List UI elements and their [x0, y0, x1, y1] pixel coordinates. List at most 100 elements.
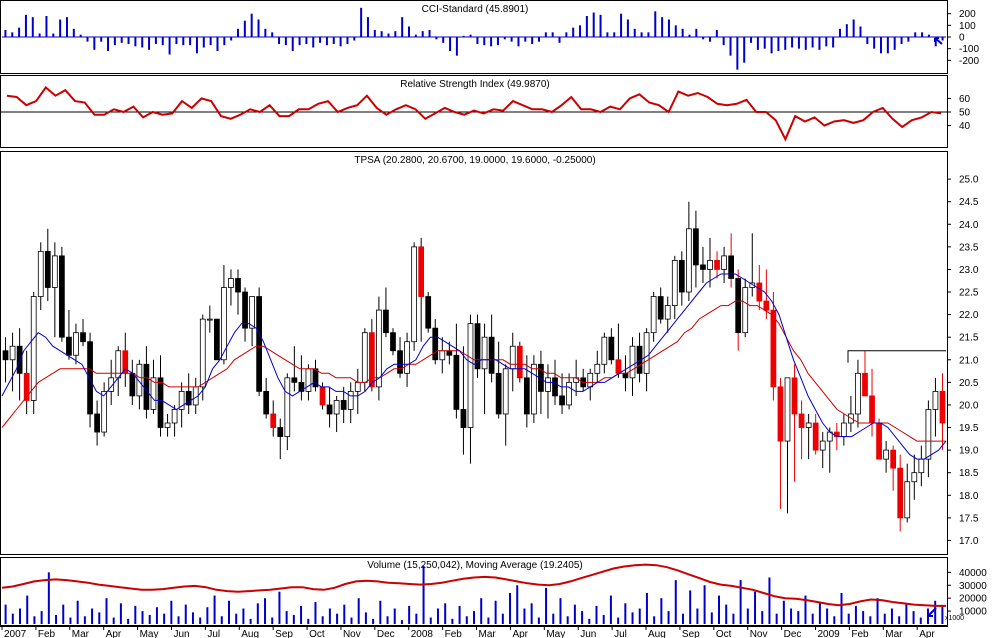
candle-body — [51, 255, 58, 288]
candle-body — [650, 296, 657, 334]
y-tick-label: 17.5 — [959, 513, 979, 524]
candle-body — [263, 390, 270, 415]
candle-body — [897, 467, 904, 519]
candle-body — [714, 260, 720, 270]
volume-axis: 40000 30000 20000 10000 — [948, 568, 987, 618]
x-tick-label: Apr — [512, 629, 528, 638]
candle-body — [735, 278, 742, 334]
y-tick-label: 18.5 — [959, 468, 979, 479]
price-title: TPSA (20.2800, 20.6700, 19.0000, 19.6000… — [354, 155, 595, 166]
candle-body — [883, 449, 889, 460]
candle-body — [495, 372, 502, 415]
candle-body — [312, 368, 319, 388]
volume-panel-frame — [0, 557, 948, 626]
x-tick-label: Feb — [445, 629, 463, 638]
candle-body — [460, 409, 467, 428]
moving-average-fast-line — [1, 273, 947, 460]
candle-body — [531, 363, 537, 415]
x-tick-label: Mar — [885, 629, 903, 638]
x-tick-label: Oct — [716, 629, 732, 638]
candle-body — [73, 332, 79, 356]
x-tick-label: Nov — [750, 629, 768, 638]
candle-body — [636, 345, 643, 374]
candle-body — [756, 282, 763, 302]
x-tick-label: Jul — [207, 629, 220, 638]
cci-panel-frame — [0, 0, 948, 74]
candle-body — [819, 440, 826, 451]
candle-body — [235, 278, 241, 293]
rsi-panel: Relative Strength Index (49.9870) 60 50 40 — [0, 75, 971, 148]
x-tick-label: May — [546, 629, 565, 638]
y-tick-label: 0 — [959, 33, 965, 44]
date-axis: 2007 Feb Mar Apr May Jun Jul Aug Sep Oct Nov Dec 200… — [0, 626, 948, 638]
x-tick-label: 2009 — [818, 629, 841, 638]
candle-body — [66, 336, 72, 356]
x-tick-label: Aug — [648, 629, 666, 638]
x-tick-label: Oct — [309, 629, 325, 638]
candle-body — [305, 368, 312, 392]
rsi-line — [1, 86, 947, 142]
candle-body — [340, 400, 347, 410]
candle-body — [404, 341, 410, 374]
candle-body — [552, 377, 558, 397]
rsi-series-line — [6, 86, 942, 142]
candle-body — [812, 422, 819, 451]
candle-body — [622, 372, 629, 379]
candle-body — [87, 341, 93, 415]
candle-body — [594, 363, 601, 374]
rsi-panel-frame — [0, 75, 948, 148]
candle-body — [890, 449, 897, 469]
y-tick-label: 25.0 — [959, 175, 979, 186]
x-tick-label: Mar — [479, 629, 497, 638]
candle-body — [770, 309, 777, 388]
candle-body — [354, 381, 361, 392]
y-tick-label: 40000 — [959, 568, 987, 579]
candle-body — [488, 336, 495, 374]
y-tick-label: 23.0 — [959, 265, 979, 276]
candle-body — [256, 296, 263, 392]
candle-body — [643, 332, 650, 374]
price-panel-frame — [0, 151, 948, 555]
x-tick-label: Feb — [38, 629, 56, 638]
y-tick-label: 60 — [959, 94, 971, 105]
rsi-axis: 60 50 40 — [948, 94, 971, 132]
candle-body — [178, 390, 185, 410]
candle-body — [347, 390, 354, 410]
candle-body — [368, 332, 375, 388]
candle-body — [523, 377, 530, 415]
candle-body — [509, 345, 516, 370]
candle-body — [213, 318, 220, 361]
candle-body — [932, 390, 939, 410]
y-tick-label: 21.0 — [959, 355, 979, 366]
candle-body — [777, 386, 784, 442]
candle-body — [467, 323, 474, 428]
x-tick-label: 2008 — [411, 629, 434, 638]
candle-body — [798, 413, 805, 428]
y-tick-label: 22.5 — [959, 288, 979, 299]
candle-body — [143, 363, 150, 410]
volume-arrow-icon — [927, 607, 937, 617]
candle-body — [439, 350, 446, 361]
y-tick-label: 20.5 — [959, 378, 979, 389]
candle-body — [728, 255, 734, 279]
candle-body — [291, 377, 298, 383]
candle-body — [319, 386, 326, 406]
candle-body — [44, 250, 51, 288]
x-tick-label: Nov — [343, 629, 361, 638]
y-tick-label: 30000 — [959, 581, 987, 592]
x-tick-label: Aug — [241, 629, 259, 638]
y-tick-label: 24.0 — [959, 220, 979, 231]
candle-body — [59, 255, 65, 338]
candle-body — [587, 372, 594, 388]
price-axis: 25.0 24.5 24.0 23.5 23.0 22.5 22.0 21.5 21.0 20.5… — [948, 175, 979, 547]
rsi-title: Relative Strength Index (49.9870) — [400, 79, 550, 90]
candle-body — [918, 458, 925, 474]
price-moving-averages — [1, 273, 947, 460]
cci-bars — [2, 7, 946, 70]
candle-body — [361, 332, 368, 383]
x-tick-label: Jun — [580, 629, 596, 638]
candle-body — [664, 305, 671, 320]
candle-body — [80, 332, 86, 343]
